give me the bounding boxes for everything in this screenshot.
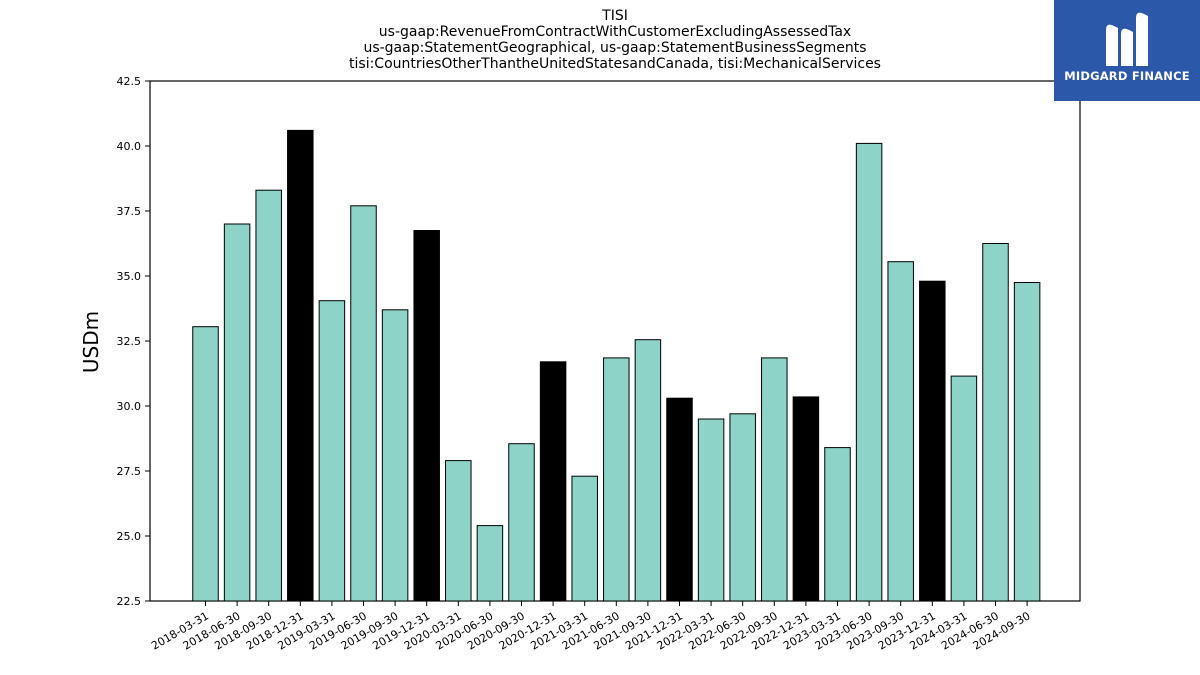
bar xyxy=(223,223,251,602)
bar xyxy=(350,205,377,602)
y-tick-label: 42.5 xyxy=(117,75,142,88)
y-axis: 22.5 25.0 27.5 30.0 32.5 35.0 37.5 40.0 42.5 xyxy=(117,75,150,608)
bar xyxy=(539,361,567,602)
bar xyxy=(192,326,219,602)
bar xyxy=(697,418,725,602)
bar xyxy=(919,280,946,602)
bar xyxy=(761,357,788,602)
bar xyxy=(824,447,851,602)
title-line: us-gaap:RevenueFromContractWithCustomerE… xyxy=(379,24,851,40)
y-tick-label: 30.0 xyxy=(117,400,142,413)
y-tick-label: 32.5 xyxy=(117,335,142,348)
bar xyxy=(666,397,693,602)
bar xyxy=(792,396,820,602)
bar xyxy=(1013,282,1041,602)
bar xyxy=(729,413,756,602)
bar xyxy=(855,142,883,602)
y-tick-label: 25.0 xyxy=(117,530,142,543)
y-tick-label: 37.5 xyxy=(117,205,142,218)
bar xyxy=(413,230,440,602)
y-tick-label: 35.0 xyxy=(117,270,142,283)
midgard-finance-logo: MIDGARD FINANCE xyxy=(1054,0,1200,101)
y-axis-label: USDm xyxy=(79,311,103,373)
bar xyxy=(887,261,914,602)
bar xyxy=(476,525,504,602)
bar-series xyxy=(192,129,1041,602)
logo-text: MIDGARD FINANCE xyxy=(1064,69,1190,83)
bar xyxy=(950,375,978,602)
bar xyxy=(571,475,598,602)
bar xyxy=(634,339,662,602)
title-line: tisi:CountriesOtherThantheUnitedStatesan… xyxy=(349,56,881,72)
bar xyxy=(381,309,409,602)
y-tick-label: 40.0 xyxy=(117,140,142,153)
bar xyxy=(982,243,1009,602)
bar xyxy=(255,189,282,602)
logo-mark-icon xyxy=(1106,12,1148,67)
bar xyxy=(445,460,472,602)
title-line: TISI xyxy=(601,8,628,24)
y-tick-label: 22.5 xyxy=(117,595,142,608)
bar xyxy=(508,443,535,602)
bar xyxy=(603,357,630,602)
x-axis: 2018-03-312018-06-302018-09-302018-12-31… xyxy=(149,601,1033,653)
y-tick-label: 27.5 xyxy=(117,465,142,478)
title-line: us-gaap:StatementGeographical, us-gaap:S… xyxy=(363,40,866,56)
chart-title: TISIus-gaap:RevenueFromContractWithCusto… xyxy=(349,8,881,72)
bar xyxy=(318,300,346,602)
bar xyxy=(287,129,314,602)
